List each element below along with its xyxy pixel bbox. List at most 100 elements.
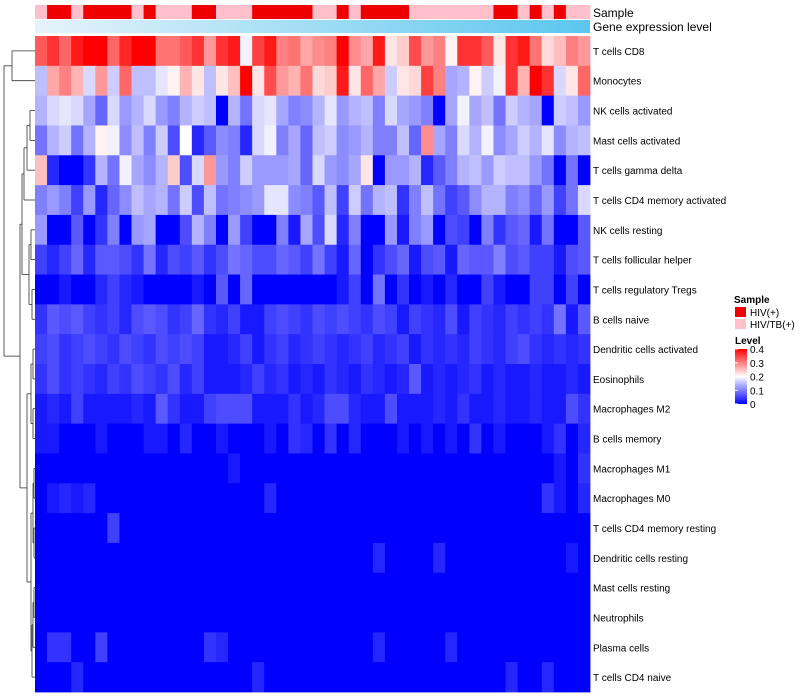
sample-annotation-cell (396, 5, 410, 19)
heatmap-cell (131, 572, 144, 603)
heatmap-cell (95, 572, 108, 603)
heatmap-cell (541, 65, 555, 97)
heatmap-cell (517, 304, 531, 335)
heatmap-cell (360, 364, 374, 395)
heatmap-cell (203, 602, 217, 633)
heatmap-cell (83, 334, 96, 365)
heatmap-cell (228, 214, 241, 246)
heatmap-cell (35, 125, 48, 156)
heatmap-cell (577, 602, 591, 633)
heatmap-cell (179, 244, 193, 275)
heatmap-cell (264, 304, 277, 335)
heatmap-cell (131, 513, 144, 544)
heatmap-cell (553, 393, 567, 425)
heatmap-cell (565, 155, 579, 186)
heatmap-cell (95, 632, 108, 663)
heatmap-cell (372, 632, 386, 663)
heatmap-cell (445, 423, 458, 454)
heatmap-cell (493, 393, 506, 425)
heatmap-cell (336, 95, 350, 126)
heatmap-cell (264, 513, 277, 544)
heatmap-cell (348, 304, 362, 335)
heatmap-cell (348, 36, 362, 67)
heatmap-cell (324, 513, 338, 544)
heatmap-cell (433, 304, 446, 335)
heatmap-cell (505, 185, 519, 216)
heatmap-cell (360, 125, 374, 156)
heatmap-cell (71, 364, 84, 395)
row-label: Eosinophils (593, 375, 644, 386)
heatmap-cell (95, 185, 108, 216)
heatmap-cell (481, 572, 494, 603)
heatmap-cell (35, 513, 48, 544)
heatmap-cell (107, 393, 120, 425)
heatmap-cell (228, 304, 241, 335)
heatmap-cell (47, 274, 60, 305)
heatmap-cell (553, 453, 567, 484)
heatmap-cell (47, 542, 60, 574)
heatmap-cell (71, 513, 84, 544)
heatmap-cell (179, 393, 193, 425)
heatmap-cell (47, 125, 60, 156)
heatmap-cell (336, 185, 350, 216)
sample-annotation-cell (203, 5, 217, 19)
heatmap-cell (529, 423, 543, 454)
legend-level-ticks: 0.4 0.3 0.2 0.1 0 (735, 345, 764, 411)
heatmap-cell (47, 423, 60, 454)
heatmap-cell (541, 185, 555, 216)
heatmap-cell (324, 662, 338, 693)
heatmap-cell (433, 602, 446, 633)
heatmap-cell (215, 65, 229, 97)
heatmap-cell (155, 274, 169, 305)
heatmap-cell (155, 453, 169, 484)
heatmap-cell (396, 364, 410, 395)
heatmap-cell (421, 513, 434, 544)
heatmap-cell (83, 36, 96, 67)
row-label: Neutrophils (593, 613, 644, 624)
heatmap-cell (191, 572, 205, 603)
heatmap-cell (95, 513, 108, 544)
heatmap-cell (469, 572, 482, 603)
heatmap-cell (312, 632, 325, 663)
heatmap-cell (228, 244, 241, 275)
sample-annotation-cell (565, 5, 579, 19)
heatmap-cell (264, 244, 277, 275)
heatmap-cell (131, 185, 144, 216)
heatmap-cell (83, 662, 96, 693)
heatmap-cell (228, 334, 241, 365)
heatmap-cell (481, 214, 494, 246)
heatmap-cell (215, 304, 229, 335)
heatmap-cell (505, 513, 519, 544)
heatmap-cell (276, 513, 289, 544)
heatmap-cell (493, 304, 506, 335)
heatmap-cell (240, 334, 253, 365)
heatmap-cell (264, 95, 277, 126)
heatmap-cell (35, 364, 48, 395)
sample-annotation-cell (167, 5, 181, 19)
heatmap-cell (95, 662, 108, 693)
heatmap-cell (493, 244, 506, 275)
heatmap-cell (421, 304, 434, 335)
heatmap-cell (300, 155, 313, 186)
heatmap-cell (384, 95, 398, 126)
heatmap-cell (541, 662, 555, 693)
heatmap-cell (131, 214, 144, 246)
heatmap-cell (252, 364, 265, 395)
heatmap-cell (83, 602, 96, 633)
sample-annotation-cell (264, 5, 277, 19)
heatmap-cell (71, 602, 84, 633)
heatmap-cell (276, 125, 289, 156)
heatmap-cell (565, 572, 579, 603)
heatmap-cell (155, 632, 169, 663)
heatmap-cell (481, 393, 494, 425)
heatmap-cell (167, 36, 181, 67)
heatmap-cell (409, 364, 422, 395)
heatmap-cell (445, 36, 458, 67)
heatmap-cell (421, 423, 434, 454)
heatmap-cell (107, 632, 120, 663)
heatmap-cell (143, 572, 157, 603)
heatmap-cell (372, 274, 386, 305)
heatmap-cell (47, 95, 60, 126)
heatmap-cell (264, 453, 277, 484)
heatmap-cell (553, 274, 567, 305)
